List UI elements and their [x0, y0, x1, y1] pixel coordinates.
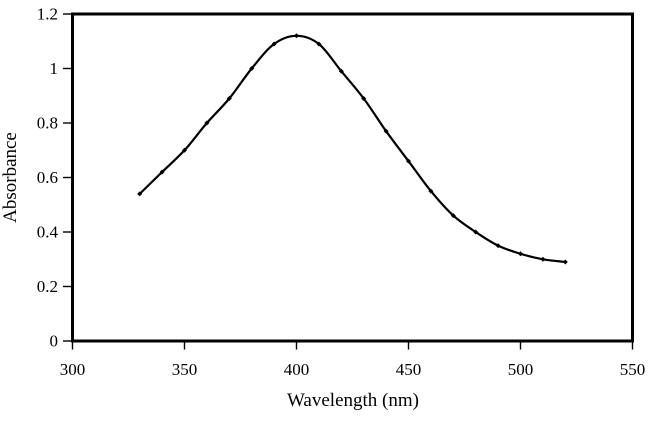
plot-frame [71, 12, 634, 343]
data-point-marker [294, 33, 299, 39]
y-tick-label: 1 [50, 59, 59, 78]
data-point-marker [383, 128, 389, 134]
x-tick-label: 550 [620, 360, 646, 379]
x-tick-label: 300 [60, 360, 86, 379]
data-point-marker [495, 243, 501, 249]
x-tick-label: 450 [396, 360, 422, 379]
data-point-marker [137, 191, 143, 197]
data-point-marker [540, 256, 546, 262]
plot-area: 300 350 400 450 500 550 0 0.2 0.4 0.6 0.8 1 1.2 [37, 5, 646, 380]
y-tick-label: 1.2 [37, 5, 58, 24]
data-point-marker [406, 158, 411, 164]
data-point-marker [361, 95, 367, 101]
x-tick-label: 500 [508, 360, 534, 379]
data-point-marker [428, 188, 434, 194]
data-point-marker [518, 251, 523, 257]
y-tick-label: 0.6 [37, 168, 58, 187]
absorbance-curve [138, 34, 567, 264]
data-point-marker [182, 147, 187, 153]
y-tick-label: 0.8 [37, 114, 58, 133]
data-point-marker [450, 213, 456, 219]
data-point-marker [226, 95, 232, 101]
y-tick-label: 0 [50, 332, 59, 351]
data-point-marker [316, 41, 322, 47]
x-tick-label: 350 [172, 360, 198, 379]
y-tick-label: 0.4 [37, 223, 59, 242]
y-axis-title: Absorbance [0, 132, 21, 223]
data-point-marker [271, 41, 277, 47]
x-tick-label: 400 [284, 360, 310, 379]
data-point-marker [473, 229, 479, 235]
data-point-marker [159, 169, 165, 175]
data-point-marker [562, 259, 568, 265]
data-point-marker [338, 68, 344, 74]
data-point-marker [204, 120, 210, 126]
y-tick-label: 0.2 [37, 277, 58, 296]
data-point-marker [249, 66, 255, 71]
x-axis-title: Wavelength (nm) [287, 390, 419, 411]
